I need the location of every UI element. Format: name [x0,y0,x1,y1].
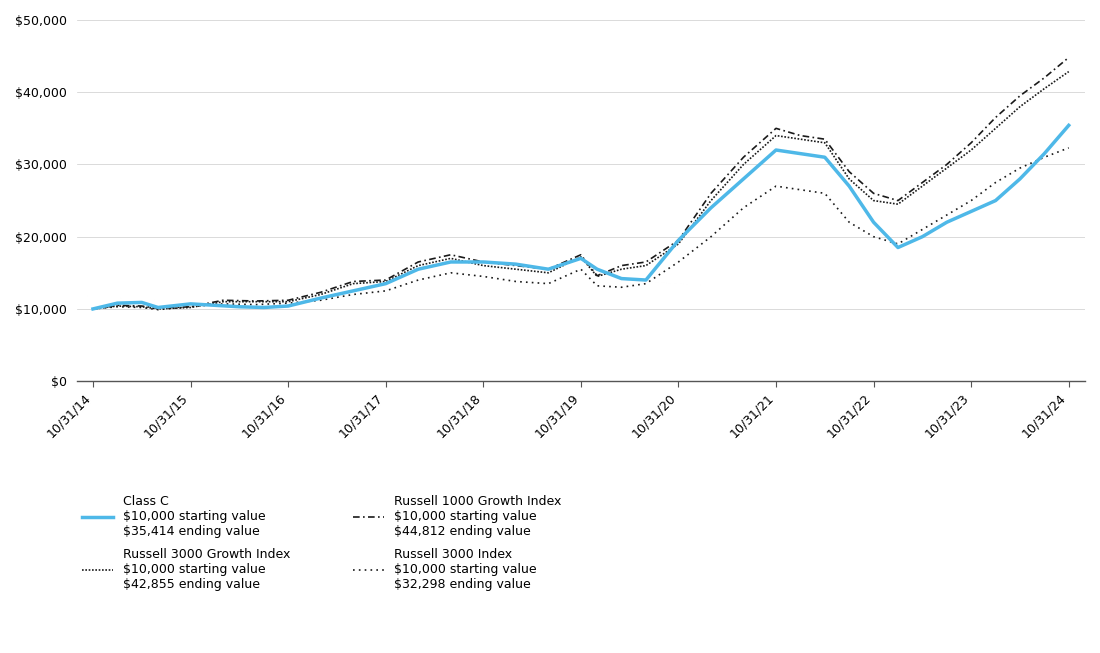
Legend: Class C
$10,000 starting value
$35,414 ending value, Russell 3000 Growth Index
$: Class C $10,000 starting value $35,414 e… [77,490,566,596]
